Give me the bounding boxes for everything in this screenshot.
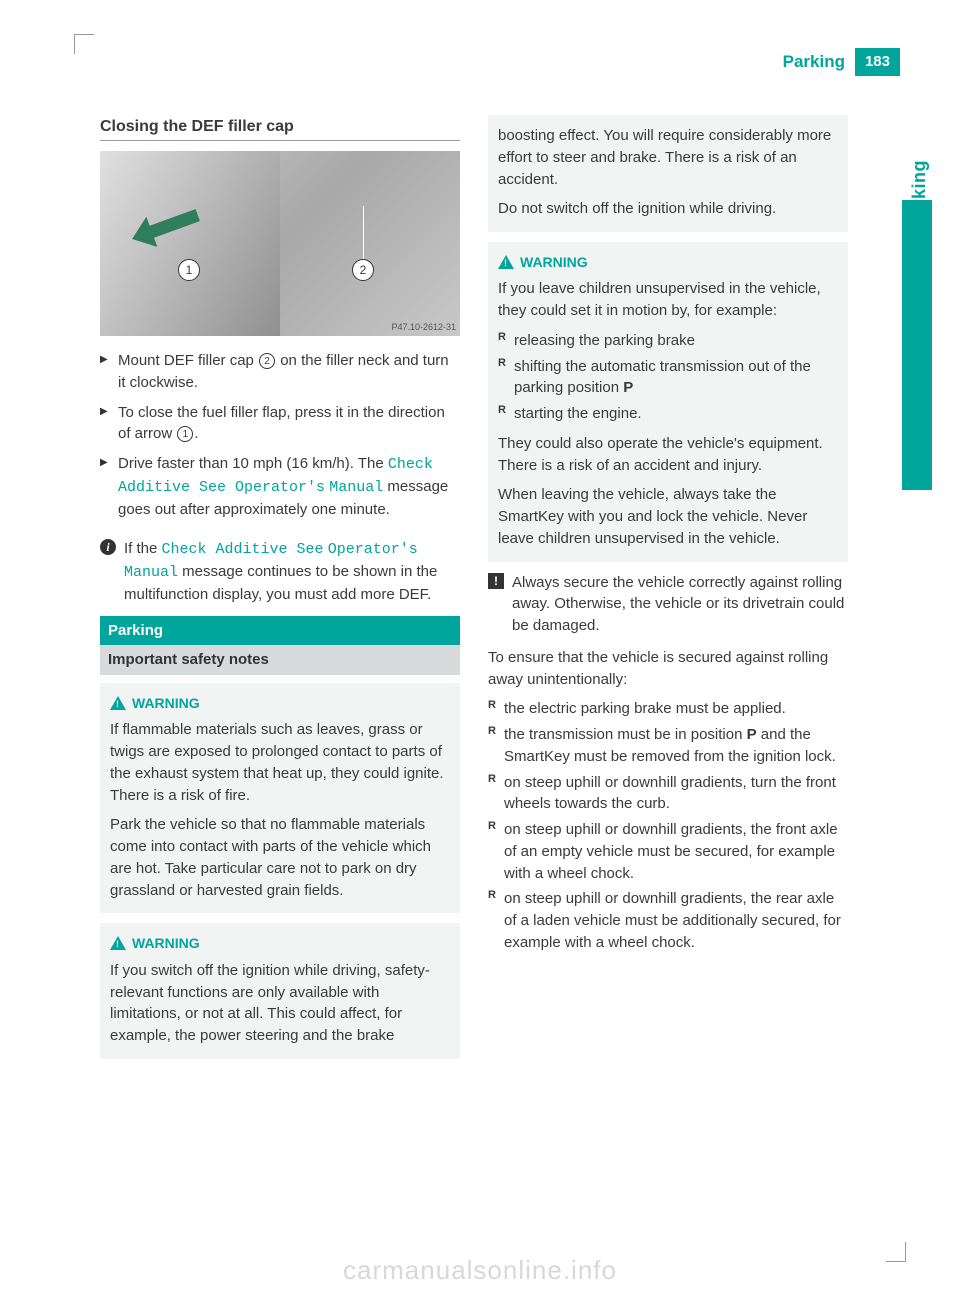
callout-ref-2: 2 (259, 353, 275, 369)
figure-def-cap: 1 2 P47.10-2612-31 (100, 151, 460, 336)
warning-text: Do not switch off the ignition while dri… (498, 198, 838, 220)
header-page-number: 183 (855, 48, 900, 76)
step-item: Mount DEF filler cap 2 on the filler nec… (100, 350, 460, 394)
subsection-heading-safety: Important safety notes (100, 645, 460, 675)
warning-block: WARNING If flammable materials such as l… (100, 683, 460, 913)
manual-page: Parking 183 Driving and parking Closing … (0, 0, 960, 1302)
warning-label: WARNING (520, 254, 588, 270)
caution-note: Always secure the vehicle correctly agai… (488, 572, 848, 637)
warning-list: releasing the parking brake shifting the… (498, 330, 838, 425)
callout-1: 1 (178, 259, 200, 281)
right-column: boosting effect. You will require consid… (488, 115, 848, 1059)
warning-icon (110, 936, 126, 950)
list-item: starting the engine. (498, 403, 838, 425)
list-item: the transmission must be in position P a… (488, 724, 848, 768)
body-text: To ensure that the vehicle is secured ag… (488, 647, 848, 691)
list-item: on steep uphill or downhill gradients, t… (488, 819, 848, 884)
warning-icon (498, 255, 514, 269)
warning-text: Park the vehicle so that no flammable ma… (110, 814, 450, 901)
section-heading-parking: Parking (100, 616, 460, 646)
step-list: Mount DEF filler cap 2 on the filler nec… (100, 350, 460, 520)
arrow-icon (127, 200, 204, 254)
warning-heading: WARNING (110, 933, 450, 953)
warning-label: WARNING (132, 935, 200, 951)
list-item: on steep uphill or downhill gradients, t… (488, 888, 848, 953)
step-item: Drive faster than 10 mph (16 km/h). The … (100, 453, 460, 520)
warning-heading: WARNING (498, 252, 838, 272)
list-item: the electric parking brake must be appli… (488, 698, 848, 720)
warning-text: If flammable materials such as leaves, g… (110, 719, 450, 806)
list-item: releasing the parking brake (498, 330, 838, 352)
warning-heading: WARNING (110, 693, 450, 713)
watermark: carmanualsonline.info (343, 1255, 617, 1286)
figure-id: P47.10-2612-31 (391, 321, 456, 334)
warning-text: If you switch off the ignition while dri… (110, 960, 450, 1047)
side-tab-label: Driving and parking (909, 160, 930, 339)
checklist: the electric parking brake must be appli… (488, 698, 848, 953)
display-message: Check Additive See Operator's (118, 456, 433, 496)
crop-mark (886, 1242, 906, 1262)
heading-closing-def: Closing the DEF filler cap (100, 115, 460, 141)
display-message: Manual (329, 479, 383, 496)
list-item: on steep uphill or downhill gradients, t… (488, 772, 848, 816)
callout-ref-1: 1 (177, 426, 193, 442)
warning-text: When leaving the vehicle, always take th… (498, 484, 838, 549)
header-section: Parking (783, 48, 855, 76)
warning-text: If you leave children unsupervised in th… (498, 278, 838, 322)
callout-2: 2 (352, 259, 374, 281)
left-column: Closing the DEF filler cap 1 2 P47.10-26… (100, 115, 460, 1059)
warning-block: WARNING If you switch off the ignition w… (100, 923, 460, 1058)
crop-mark (74, 34, 94, 54)
content-columns: Closing the DEF filler cap 1 2 P47.10-26… (100, 115, 900, 1059)
warning-block: WARNING If you leave children unsupervis… (488, 242, 848, 562)
warning-block-continued: boosting effect. You will require consid… (488, 115, 848, 232)
info-note: If the Check Additive See Operator's Man… (100, 538, 460, 605)
step-item: To close the fuel filler flap, press it … (100, 402, 460, 446)
callout-line (363, 206, 364, 261)
warning-icon (110, 696, 126, 710)
warning-text: boosting effect. You will require consid… (498, 125, 838, 190)
display-message: Check Additive See (162, 541, 324, 558)
page-header: Parking 183 (783, 48, 900, 76)
warning-label: WARNING (132, 695, 200, 711)
list-item: shifting the automatic transmission out … (498, 356, 838, 400)
warning-text: They could also operate the vehicle's eq… (498, 433, 838, 477)
